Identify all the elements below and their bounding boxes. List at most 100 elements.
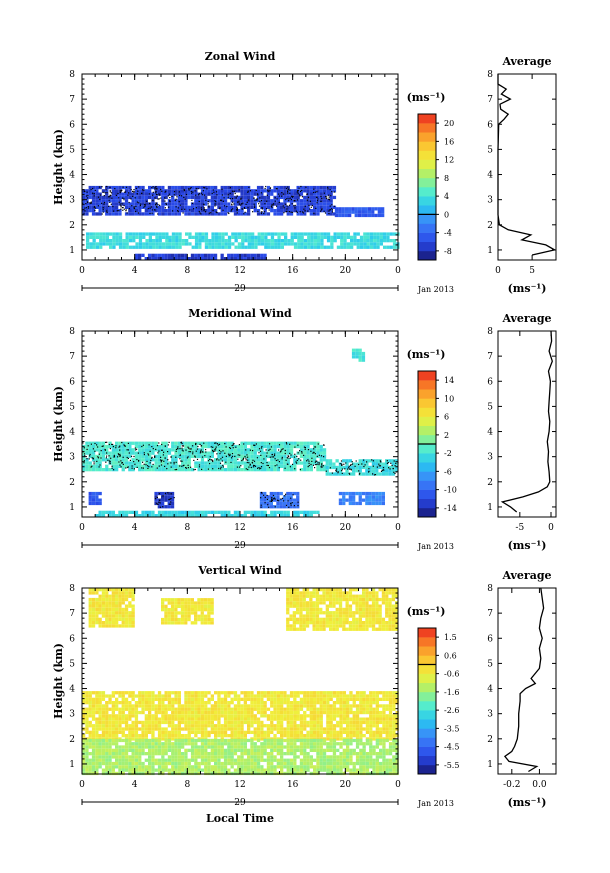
heatmap-cell xyxy=(233,461,238,465)
heatmap-cell xyxy=(200,451,205,455)
heatmap-cell xyxy=(181,717,185,721)
contour-dot xyxy=(135,187,137,190)
contour-dot xyxy=(151,209,153,211)
contour-dot xyxy=(221,456,224,458)
heatmap-cell xyxy=(154,458,158,462)
heatmap-cell xyxy=(388,717,393,721)
heatmap-cell xyxy=(190,697,195,701)
contour-dot xyxy=(282,448,284,450)
heatmap-cell xyxy=(161,232,166,236)
heatmap-cell xyxy=(283,514,287,518)
colorbar-band xyxy=(418,150,436,160)
heatmap-cell xyxy=(220,710,224,715)
heatmap-cell xyxy=(214,189,218,193)
heatmap-cell xyxy=(344,210,348,214)
heatmap-cell xyxy=(313,717,317,721)
heatmap-cell xyxy=(385,714,389,718)
heatmap-cell xyxy=(322,451,327,455)
contour-dot xyxy=(273,497,275,499)
heatmap-cell xyxy=(95,727,99,731)
heatmap-cell xyxy=(326,199,330,203)
heatmap-cell xyxy=(350,245,354,249)
contour-dot xyxy=(289,443,291,445)
heatmap-cell xyxy=(111,714,115,718)
heatmap-cell xyxy=(108,694,112,698)
heatmap-cell xyxy=(296,727,300,731)
heatmap-cell xyxy=(237,235,242,239)
heatmap-cell xyxy=(359,245,364,249)
heatmap-cell xyxy=(190,510,195,514)
heatmap-cell xyxy=(141,727,145,731)
heatmap-cell xyxy=(270,202,274,206)
heatmap-cell xyxy=(303,464,307,468)
heatmap-cell xyxy=(118,212,122,216)
heatmap-cell xyxy=(322,195,327,200)
heatmap-cell xyxy=(134,724,139,728)
contour-dot xyxy=(236,466,238,468)
heatmap-cell xyxy=(316,464,320,468)
heatmap-cell xyxy=(329,209,333,213)
contour-dot xyxy=(344,468,346,470)
heatmap-cell xyxy=(230,461,234,465)
heatmap-cell xyxy=(157,444,162,449)
contour-dot xyxy=(189,448,191,450)
heatmap-cell xyxy=(303,451,307,455)
contour-dot xyxy=(105,457,107,459)
heatmap-cell xyxy=(256,701,261,705)
contour-dot xyxy=(110,203,112,205)
heatmap-cell xyxy=(181,192,185,196)
heatmap-cell xyxy=(280,232,284,236)
contour-dot xyxy=(120,466,122,468)
contour-dot xyxy=(184,208,186,210)
heatmap-cell xyxy=(371,207,375,211)
heatmap-cell xyxy=(171,691,175,695)
heatmap-cell xyxy=(111,724,115,728)
contour-dot xyxy=(158,450,160,452)
heatmap-cell xyxy=(361,491,366,496)
heatmap-cell xyxy=(283,510,287,514)
heatmap-cell xyxy=(320,232,324,236)
heatmap-cell xyxy=(207,717,211,721)
heatmap-cell xyxy=(332,714,337,718)
heatmap-cell xyxy=(358,495,362,499)
contour-dot xyxy=(314,191,316,193)
heatmap-cell xyxy=(220,458,224,462)
heatmap-cell xyxy=(266,212,271,216)
heatmap-cell xyxy=(253,454,257,459)
heatmap-cell xyxy=(276,727,280,731)
contour-dot xyxy=(386,462,388,464)
heatmap-cell xyxy=(299,212,304,216)
heatmap-cell xyxy=(231,235,235,239)
heatmap-cell xyxy=(88,730,92,734)
heatmap-cell xyxy=(303,212,307,216)
heatmap-cell xyxy=(371,498,376,502)
heatmap-cell xyxy=(86,245,90,249)
contour-dot xyxy=(93,195,95,197)
contour-dot xyxy=(132,195,134,197)
contour-dot xyxy=(394,465,396,467)
heatmap-cell xyxy=(375,730,379,734)
contour-dot xyxy=(288,506,290,508)
heatmap-cell xyxy=(289,444,294,449)
heatmap-cell xyxy=(164,717,168,721)
heatmap-cell xyxy=(95,738,99,743)
heatmap-cell xyxy=(243,441,247,445)
heatmap-cell xyxy=(178,235,182,239)
heatmap-cell xyxy=(131,730,135,734)
heatmap-cell xyxy=(293,192,297,196)
heatmap-cell xyxy=(365,495,369,499)
heatmap-cell xyxy=(349,704,353,708)
heatmap-cell xyxy=(375,724,379,728)
heatmap-cell xyxy=(151,714,155,718)
heatmap-cell xyxy=(118,691,122,695)
contour-dot xyxy=(260,467,262,469)
contour-dot xyxy=(120,190,122,192)
contour-dot xyxy=(278,500,280,502)
contour-dot xyxy=(141,445,143,448)
heatmap-cell xyxy=(303,454,307,459)
heatmap-cell xyxy=(287,242,291,246)
heatmap-cell xyxy=(124,202,129,206)
heatmap-cell xyxy=(342,459,346,463)
contour-dot xyxy=(296,455,298,458)
heatmap-cell xyxy=(332,212,337,216)
